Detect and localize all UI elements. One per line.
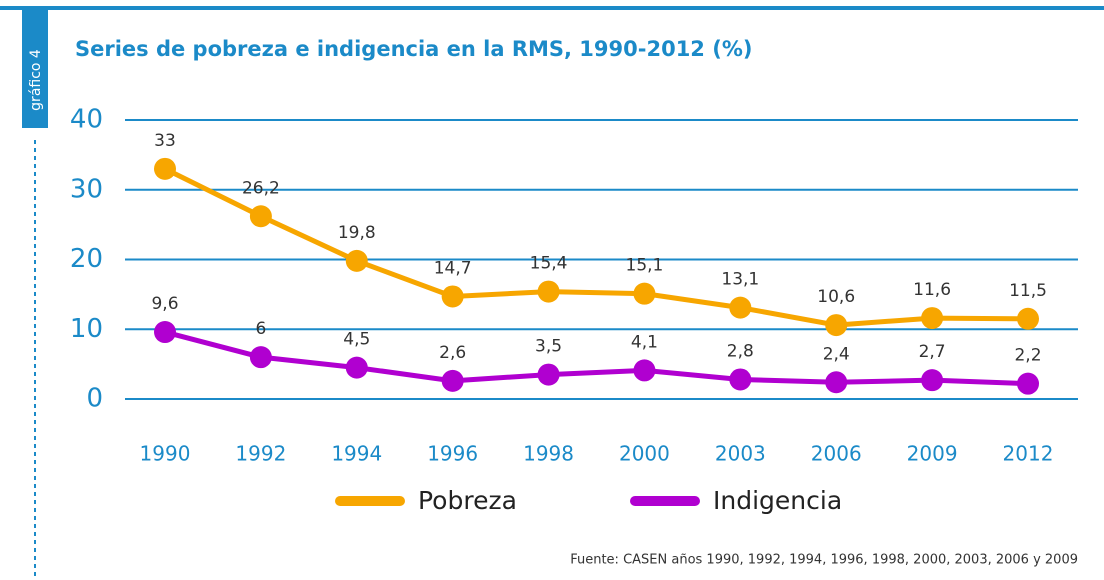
x-tick-label: 2006 — [811, 442, 862, 466]
source: Fuente: CASEN años 1990, 1992, 1994, 199… — [570, 553, 1078, 568]
point — [345, 356, 368, 379]
x-tick-label: 2009 — [907, 442, 958, 466]
point — [537, 363, 560, 386]
x-tick-label: 2000 — [619, 442, 670, 466]
point — [441, 285, 464, 308]
point — [249, 346, 272, 369]
point — [633, 359, 656, 382]
y-tick-label: 30 — [70, 174, 103, 204]
legend-label: Indigencia — [713, 486, 842, 515]
point — [154, 157, 176, 180]
x-tick-label: 1996 — [427, 442, 478, 466]
point — [154, 321, 176, 344]
data-label: 2,7 — [919, 342, 946, 362]
point — [729, 296, 752, 319]
data-label: 13,1 — [721, 270, 759, 290]
data-label: 14,7 — [434, 258, 472, 278]
top-border — [0, 6, 1104, 10]
x-tick-label: 2003 — [715, 442, 766, 466]
data-label: 3,5 — [535, 337, 562, 357]
y-tick-label: 20 — [70, 244, 103, 274]
point — [921, 307, 944, 330]
point — [537, 280, 560, 303]
side-label: gráfico 4 — [28, 49, 44, 111]
x-tick-label: 1998 — [523, 442, 574, 466]
data-label: 2,6 — [439, 343, 466, 363]
data-label: 4,5 — [343, 330, 370, 350]
y-tick-label: 0 — [86, 384, 103, 414]
point — [345, 249, 368, 272]
data-label: 26,2 — [242, 178, 280, 198]
y-tick-label: 40 — [70, 105, 103, 135]
side-tab — [22, 6, 48, 128]
point — [249, 205, 272, 228]
x-tick-label: 1990 — [140, 442, 191, 466]
data-label: 2,8 — [727, 341, 754, 361]
data-label: 6 — [255, 319, 266, 339]
point — [1017, 307, 1039, 330]
data-label: 4,1 — [631, 332, 658, 352]
x-tick-label: 2012 — [1003, 442, 1054, 466]
legend-label: Pobreza — [418, 486, 517, 515]
point — [1017, 372, 1039, 395]
point — [633, 282, 656, 305]
data-label: 10,6 — [817, 287, 855, 307]
data-label: 11,5 — [1009, 281, 1047, 301]
point — [441, 369, 464, 392]
point — [825, 314, 848, 337]
point — [729, 368, 752, 391]
data-label: 11,6 — [913, 280, 951, 300]
data-label: 2,4 — [823, 344, 850, 364]
chart-title: Series de pobreza e indigencia en la RMS… — [75, 37, 752, 61]
data-label: 15,4 — [530, 254, 568, 274]
data-label: 33 — [154, 131, 176, 151]
y-tick-label: 10 — [70, 314, 103, 344]
point — [921, 369, 944, 392]
data-label: 15,1 — [626, 256, 664, 276]
data-label: 2,2 — [1014, 346, 1041, 366]
point — [825, 371, 848, 394]
x-tick-label: 1994 — [331, 442, 382, 466]
data-label: 9,6 — [151, 294, 178, 314]
data-label: 19,8 — [338, 223, 376, 243]
x-tick-label: 1992 — [235, 442, 286, 466]
series-line — [164, 329, 1029, 387]
series-line — [163, 166, 1029, 328]
